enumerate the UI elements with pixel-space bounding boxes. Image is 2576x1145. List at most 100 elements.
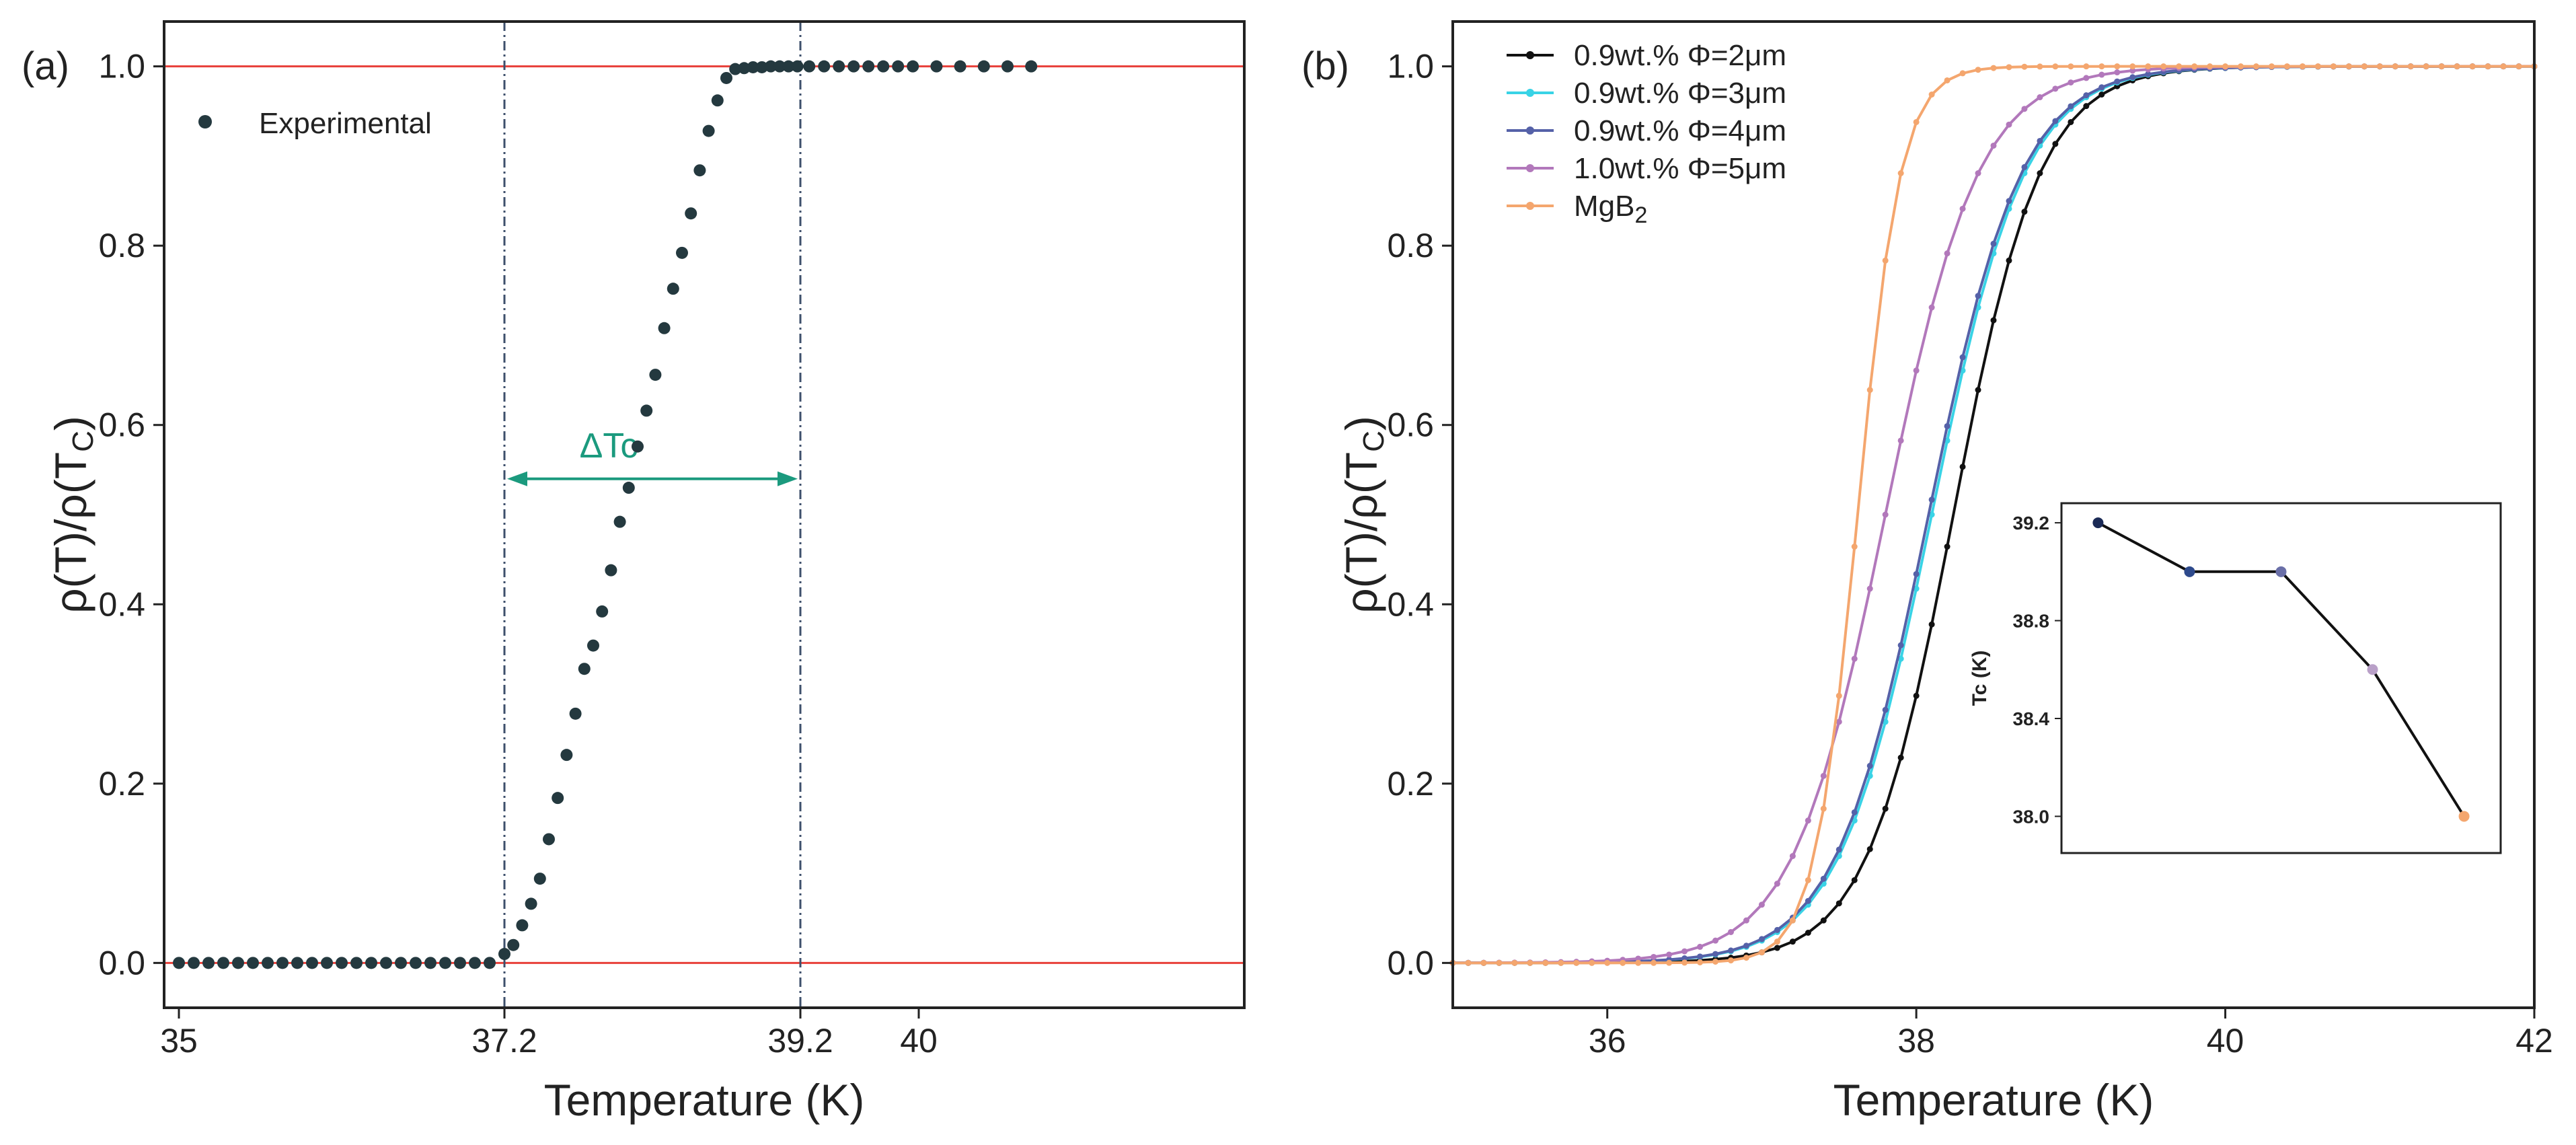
series-point bbox=[1820, 917, 1827, 924]
series-point bbox=[1789, 852, 1796, 859]
panel-b: (b) 36 38 40 42 0.0 0.2 0.4 0.6 0.8 1.0 0.9wt.% Φ… bbox=[1301, 20, 2553, 1125]
legend-marker bbox=[1526, 51, 1534, 59]
data-point bbox=[498, 948, 510, 961]
series-point bbox=[1727, 928, 1734, 935]
series-point bbox=[2098, 84, 2105, 91]
data-point bbox=[188, 957, 200, 969]
series-point bbox=[1897, 437, 1904, 444]
y-tick-label: 0.0 bbox=[98, 944, 145, 982]
series-point bbox=[2176, 63, 2183, 70]
data-point bbox=[847, 60, 860, 73]
data-point bbox=[658, 322, 671, 334]
plot-frame-a bbox=[163, 20, 1246, 1009]
series-point bbox=[2037, 170, 2043, 177]
data-point bbox=[877, 60, 890, 73]
series-point bbox=[2129, 67, 2136, 74]
series-point bbox=[1774, 938, 1780, 945]
legend-label: 0.9wt.% Φ=4μm bbox=[1574, 114, 1786, 147]
y-tick-label: 0.2 bbox=[1387, 765, 1434, 803]
legend-marker bbox=[1526, 202, 1534, 210]
series-point bbox=[2037, 63, 2043, 70]
delta-tc-arrowhead-right bbox=[778, 471, 798, 486]
series-point bbox=[1743, 955, 1749, 961]
x-tick-label: 35 bbox=[160, 1022, 198, 1060]
inset-point bbox=[2184, 566, 2195, 577]
data-point bbox=[755, 61, 768, 73]
inset-chart: 38.0 38.4 38.8 39.2 Tc (K) bbox=[1969, 502, 2502, 854]
series-point bbox=[2068, 79, 2074, 86]
data-point bbox=[907, 60, 919, 73]
x-tick-label: 38 bbox=[1897, 1022, 1935, 1060]
series-point bbox=[2238, 63, 2244, 70]
series-point bbox=[1882, 805, 1889, 812]
series-point bbox=[1944, 422, 1950, 429]
legend-label: 0.9wt.% Φ=3μm bbox=[1574, 77, 1786, 110]
series-point bbox=[1743, 917, 1749, 924]
data-point bbox=[587, 639, 599, 652]
series-point bbox=[1928, 621, 1935, 628]
data-point bbox=[276, 957, 289, 969]
series-point bbox=[1990, 240, 1997, 247]
data-point bbox=[676, 246, 688, 259]
data-point bbox=[1001, 60, 1014, 73]
series-point bbox=[1527, 959, 1533, 966]
y-tick-label: 0.8 bbox=[98, 227, 145, 264]
delta-tc-label: ΔTc bbox=[580, 427, 638, 466]
series-point bbox=[1820, 875, 1827, 882]
series-point bbox=[2052, 118, 2059, 124]
data-point bbox=[232, 957, 244, 969]
series-point bbox=[2392, 63, 2398, 70]
series-point bbox=[1897, 170, 1904, 177]
data-point bbox=[516, 919, 529, 932]
data-point bbox=[439, 957, 451, 969]
series-point bbox=[1897, 642, 1904, 649]
series-point bbox=[1913, 367, 1920, 374]
data-point bbox=[552, 792, 564, 805]
series-point bbox=[1666, 959, 1673, 966]
series-point bbox=[1620, 959, 1626, 966]
axis-ticks-b: 36 38 40 42 0.0 0.2 0.4 0.6 0.8 1.0 bbox=[1387, 48, 2552, 1060]
series-point bbox=[1480, 959, 1487, 966]
series-point bbox=[2129, 74, 2136, 81]
series-point bbox=[1944, 77, 1950, 83]
series-point bbox=[1743, 943, 1749, 949]
series-point bbox=[2052, 63, 2059, 70]
series-point bbox=[2330, 63, 2337, 70]
delta-tc-annotation: ΔTc bbox=[507, 427, 798, 486]
data-point bbox=[803, 60, 816, 73]
legend-marker bbox=[1526, 126, 1534, 135]
series-point bbox=[2068, 118, 2074, 125]
data-point bbox=[507, 938, 520, 951]
series-point bbox=[2299, 63, 2306, 70]
legend-a: Experimental bbox=[198, 107, 432, 140]
series-point bbox=[2500, 63, 2507, 70]
series-point bbox=[2083, 75, 2090, 81]
data-point bbox=[720, 71, 732, 84]
data-point bbox=[833, 60, 845, 73]
data-point bbox=[930, 60, 943, 73]
series-point bbox=[2006, 257, 2012, 264]
legend-label: 0.9wt.% Φ=2μm bbox=[1574, 39, 1786, 72]
x-tick-label: 42 bbox=[2515, 1022, 2553, 1060]
series-point bbox=[1990, 317, 1997, 324]
series-point bbox=[1959, 464, 1966, 470]
experimental-series bbox=[173, 60, 1038, 969]
data-point bbox=[711, 94, 724, 107]
series-point bbox=[2268, 63, 2275, 70]
series-point bbox=[1589, 959, 1595, 966]
plot-frame-b bbox=[1451, 20, 2536, 1009]
series-point bbox=[2021, 106, 2028, 112]
data-point bbox=[202, 957, 215, 969]
data-point bbox=[729, 63, 742, 75]
data-point bbox=[336, 957, 348, 969]
y-tick-label: 0.8 bbox=[1387, 227, 1434, 264]
series-point bbox=[2145, 71, 2152, 77]
series-point bbox=[1774, 945, 1780, 951]
legend-marker-experimental bbox=[198, 115, 212, 128]
x-tick-label: 37.2 bbox=[471, 1022, 537, 1060]
series-point bbox=[1712, 959, 1719, 965]
data-point bbox=[782, 60, 795, 73]
series-point bbox=[1681, 948, 1688, 955]
series-point bbox=[1944, 544, 1950, 550]
